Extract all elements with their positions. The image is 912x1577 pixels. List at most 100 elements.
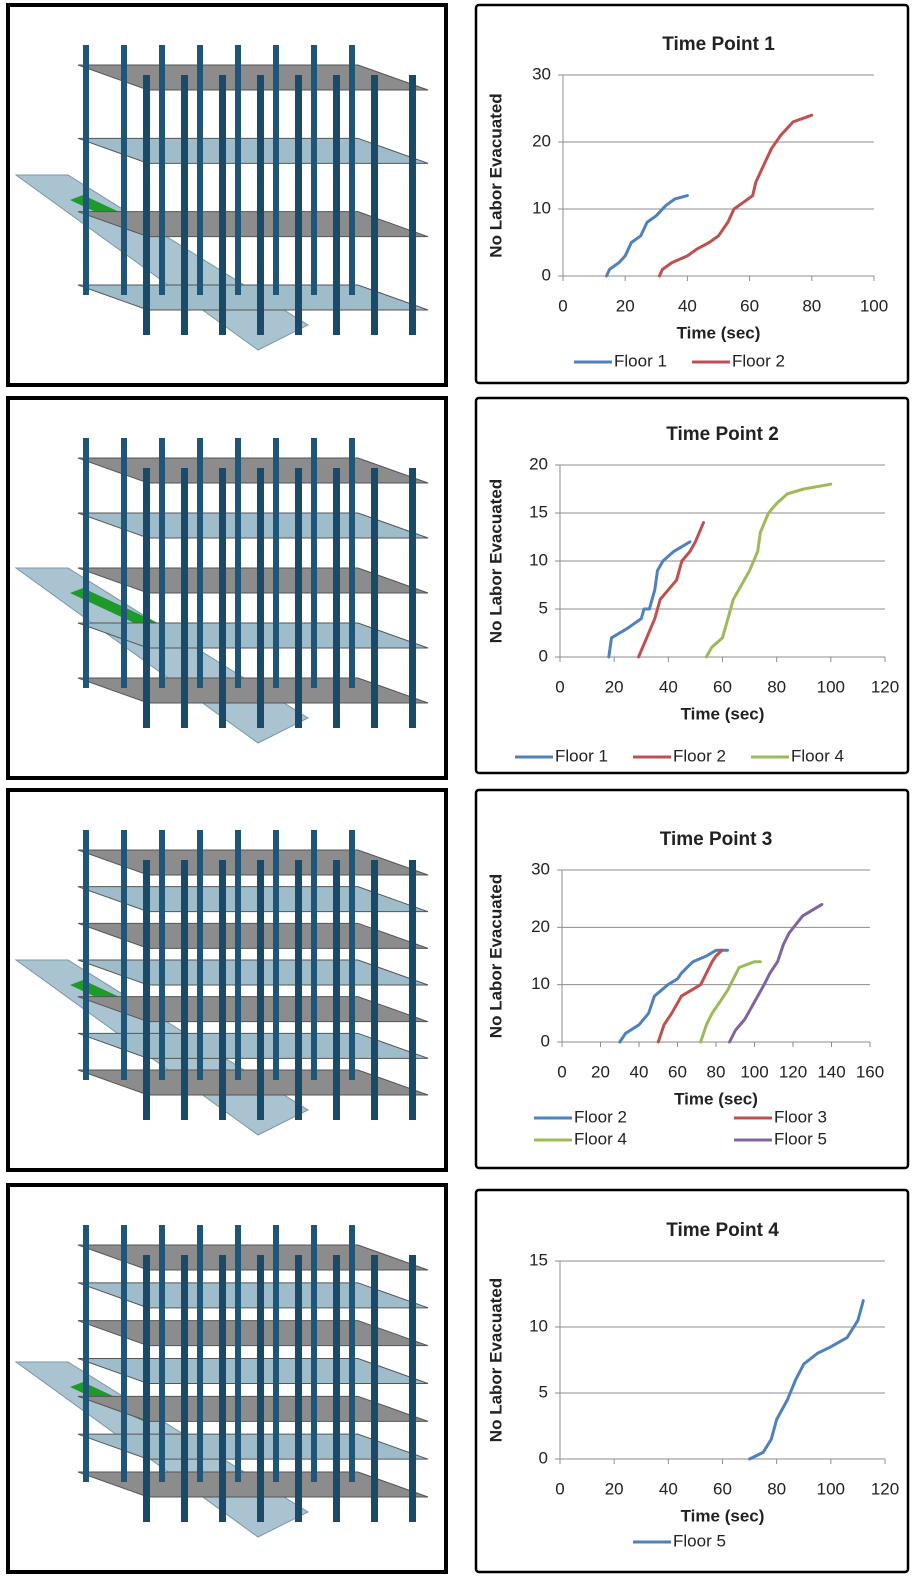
column — [295, 75, 302, 335]
y-axis-label: No Labor Evacuated — [486, 479, 505, 643]
column — [409, 75, 416, 335]
legend-label: Floor 2 — [732, 351, 785, 370]
x-tick-label: 80 — [802, 296, 821, 315]
y-axis-label: No Labor Evacuated — [486, 1278, 505, 1442]
y-tick-label: 10 — [529, 1316, 548, 1335]
building-illustration — [8, 398, 446, 778]
column — [159, 438, 165, 688]
column — [409, 860, 416, 1120]
y-tick-label: 0 — [539, 646, 548, 665]
legend-label: Floor 1 — [614, 351, 667, 370]
legend-label: Floor 4 — [574, 1129, 627, 1148]
y-tick-label: 30 — [531, 859, 550, 878]
x-tick-label: 100 — [817, 677, 845, 696]
column — [197, 1225, 203, 1482]
column — [235, 830, 241, 1080]
column — [333, 1255, 340, 1522]
x-tick-label: 20 — [605, 677, 624, 696]
x-tick-label: 160 — [856, 1062, 884, 1081]
column — [349, 438, 355, 688]
column — [143, 468, 150, 728]
column — [143, 860, 150, 1120]
column — [83, 45, 89, 295]
column — [273, 438, 279, 688]
y-tick-label: 5 — [539, 1382, 548, 1401]
x-tick-label: 0 — [558, 296, 567, 315]
legend-label: Floor 5 — [774, 1129, 827, 1148]
column — [371, 468, 378, 728]
x-tick-label: 60 — [740, 296, 759, 315]
column — [257, 75, 264, 335]
legend-label: Floor 3 — [774, 1107, 827, 1126]
column — [143, 1255, 150, 1522]
column — [219, 860, 226, 1120]
column — [181, 75, 188, 335]
x-tick-label: 0 — [555, 1479, 564, 1498]
x-tick-label: 80 — [707, 1062, 726, 1081]
legend-label: Floor 1 — [555, 746, 608, 765]
x-axis-label: Time (sec) — [681, 704, 765, 723]
y-axis-label: No Labor Evacuated — [486, 93, 505, 257]
x-tick-label: 100 — [860, 296, 888, 315]
column — [83, 830, 89, 1080]
x-axis-label: Time (sec) — [681, 1506, 765, 1525]
x-tick-label: 80 — [767, 677, 786, 696]
column — [273, 45, 279, 295]
column — [371, 75, 378, 335]
y-tick-label: 10 — [531, 974, 550, 993]
column — [257, 860, 264, 1120]
y-tick-label: 20 — [531, 917, 550, 936]
y-tick-label: 10 — [532, 198, 551, 217]
column — [371, 860, 378, 1120]
chart-title: Time Point 3 — [660, 829, 773, 850]
column — [349, 45, 355, 295]
y-axis-label: No Labor Evacuated — [486, 874, 505, 1038]
x-tick-label: 40 — [659, 1479, 678, 1498]
x-tick-label: 40 — [678, 296, 697, 315]
x-tick-label: 100 — [740, 1062, 768, 1081]
x-tick-label: 60 — [713, 677, 732, 696]
y-tick-label: 10 — [529, 550, 548, 569]
column — [273, 1225, 279, 1482]
column — [121, 45, 127, 295]
chart-title: Time Point 4 — [666, 1220, 779, 1241]
column — [219, 75, 226, 335]
column — [333, 75, 340, 335]
column — [143, 75, 150, 335]
column — [257, 468, 264, 728]
y-tick-label: 15 — [529, 502, 548, 521]
y-tick-label: 5 — [539, 598, 548, 617]
x-tick-label: 0 — [555, 677, 564, 696]
x-tick-label: 60 — [713, 1479, 732, 1498]
column — [311, 45, 317, 295]
column — [219, 468, 226, 728]
y-tick-label: 0 — [542, 265, 551, 284]
column — [235, 438, 241, 688]
chart-title: Time Point 1 — [662, 34, 775, 55]
column — [219, 1255, 226, 1522]
column — [197, 45, 203, 295]
y-tick-label: 15 — [529, 1250, 548, 1269]
figure: Time Point 10102030020406080100Time (sec… — [0, 0, 912, 1577]
column — [121, 1225, 127, 1482]
x-tick-label: 40 — [630, 1062, 649, 1081]
column — [181, 468, 188, 728]
column — [371, 1255, 378, 1522]
building-illustration — [8, 790, 446, 1170]
x-tick-label: 20 — [616, 296, 635, 315]
x-tick-label: 100 — [817, 1479, 845, 1498]
column — [83, 438, 89, 688]
x-tick-label: 120 — [871, 677, 899, 696]
y-tick-label: 0 — [541, 1031, 550, 1050]
column — [349, 830, 355, 1080]
legend-label: Floor 4 — [791, 746, 844, 765]
column — [257, 1255, 264, 1522]
column — [121, 438, 127, 688]
column — [121, 830, 127, 1080]
column — [197, 830, 203, 1080]
x-tick-label: 40 — [659, 677, 678, 696]
column — [235, 45, 241, 295]
column — [159, 45, 165, 295]
